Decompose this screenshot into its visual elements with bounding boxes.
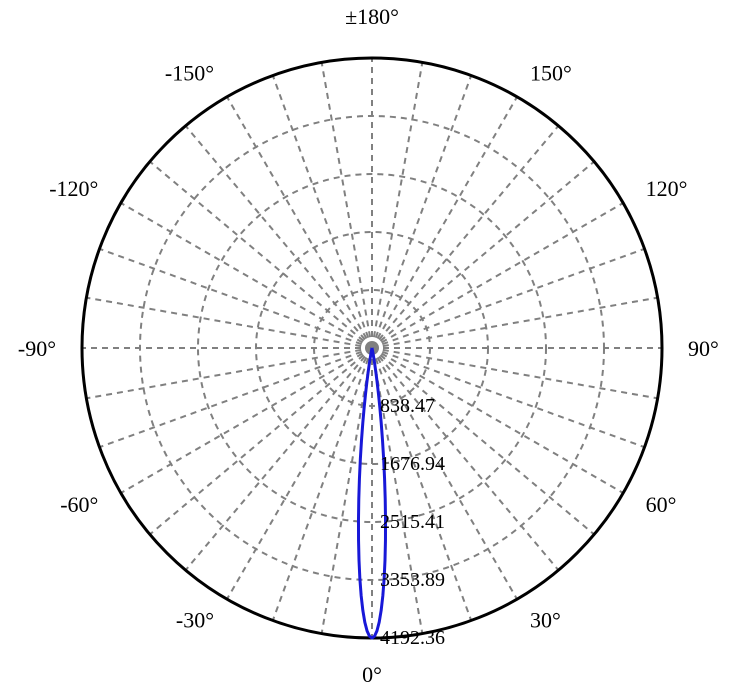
angle-label: 90°	[688, 336, 719, 361]
polar-chart: 838.47 1676.94 2515.41 3353.89 4192.36 0° 30° 6…	[0, 0, 744, 697]
angle-label: -120°	[49, 176, 98, 201]
angle-label: -90°	[18, 336, 56, 361]
angle-label: -60°	[60, 492, 98, 517]
radial-label: 2515.41	[380, 511, 445, 533]
angle-label: -30°	[176, 608, 214, 633]
angle-label: 120°	[646, 176, 688, 201]
radial-label: 838.47	[380, 395, 435, 417]
radial-label: 4192.36	[380, 627, 445, 649]
radial-label: 3353.89	[380, 569, 445, 591]
angle-label: 60°	[646, 492, 677, 517]
angle-label: ±180°	[345, 4, 399, 29]
angle-label: 30°	[530, 608, 561, 633]
angle-label: 0°	[362, 662, 382, 687]
radial-label: 1676.94	[380, 453, 445, 475]
angle-label: 150°	[530, 60, 572, 85]
angle-label: -150°	[165, 60, 214, 85]
